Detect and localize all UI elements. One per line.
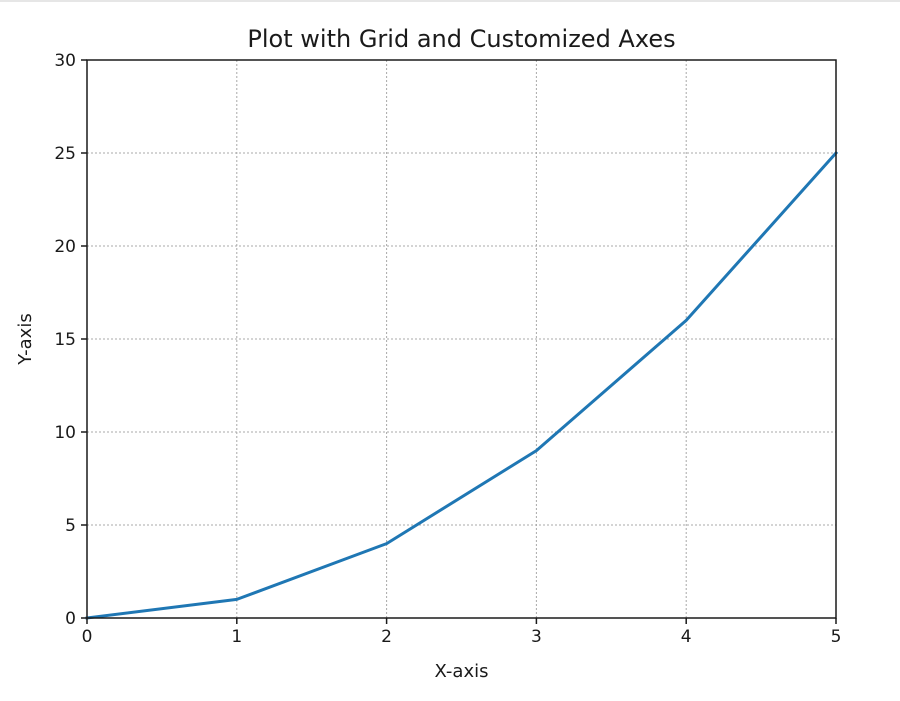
grid (87, 60, 836, 618)
y-tick-label: 25 (54, 144, 76, 164)
x-tick-label: 1 (231, 627, 242, 647)
y-axis-label: Y-axis (15, 313, 36, 365)
x-tick-label: 2 (381, 627, 392, 647)
x-axis-label: X-axis (435, 661, 489, 682)
series-layer (85, 150, 839, 620)
x-tick-label: 3 (531, 627, 542, 647)
x-tick-label: 0 (82, 627, 93, 647)
y-tick-label: 5 (65, 516, 76, 536)
y-tick-label: 0 (65, 609, 76, 629)
series-line-0 (85, 150, 839, 620)
x-tick-label: 5 (831, 627, 842, 647)
axis-ticks: 0 1 2 3 4 5 0 5 10 15 20 25 30 (54, 51, 841, 647)
y-tick-label: 10 (54, 423, 76, 443)
y-tick-label: 30 (54, 51, 76, 71)
y-tick-label: 15 (54, 330, 76, 350)
x-tick-label: 4 (681, 627, 692, 647)
chart-title: Plot with Grid and Customized Axes (247, 25, 675, 53)
y-tick-label: 20 (54, 237, 76, 257)
top-border (0, 0, 900, 2)
